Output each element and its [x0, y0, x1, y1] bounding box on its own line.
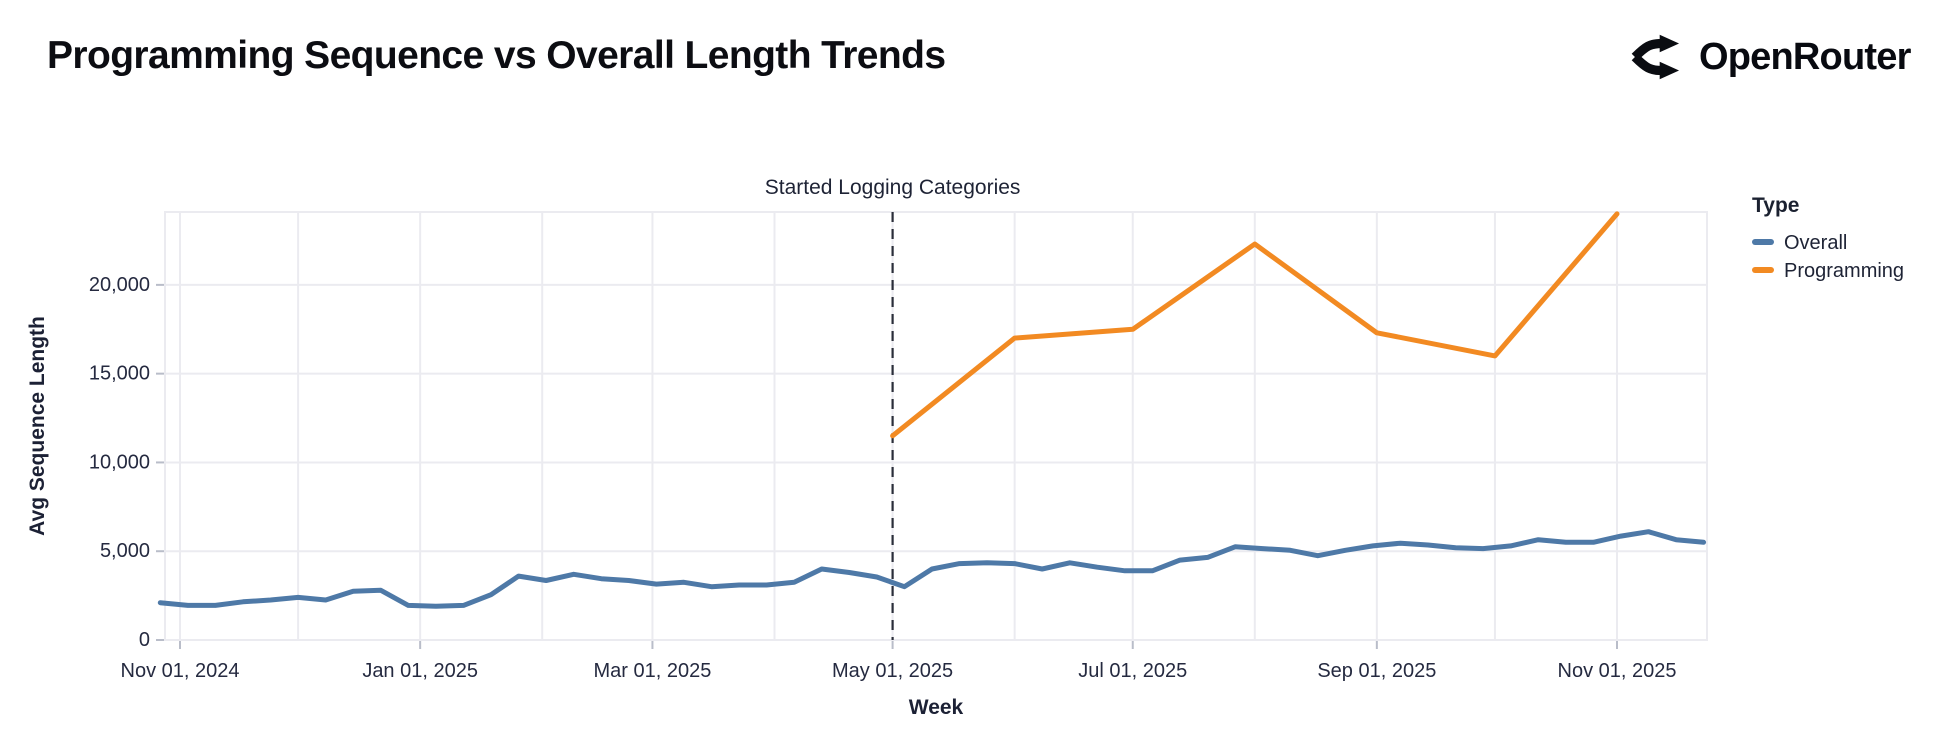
- y-tick-label: 15,000: [89, 363, 150, 385]
- x-tick-label: Jan 01, 2025: [362, 660, 478, 682]
- x-tick-label: Jul 01, 2025: [1078, 660, 1187, 682]
- x-tick-label: Nov 01, 2024: [121, 660, 240, 682]
- legend-label-programming: Programming: [1784, 260, 1904, 282]
- annotation-label: Started Logging Categories: [765, 176, 1021, 199]
- y-tick-label: 0: [139, 629, 150, 651]
- legend-title: Type: [1752, 194, 1799, 217]
- y-tick-label: 10,000: [89, 451, 150, 473]
- logo-text: OpenRouter: [1699, 35, 1911, 78]
- legend-swatch-programming: [1752, 267, 1774, 273]
- x-tick-label: May 01, 2025: [832, 660, 953, 682]
- y-tick-label: 20,000: [89, 274, 150, 296]
- x-axis-title: Week: [909, 696, 964, 719]
- y-axis-title: Avg Sequence Length: [26, 316, 49, 536]
- page-title: Programming Sequence vs Overall Length T…: [47, 34, 946, 77]
- x-tick-label: Mar 01, 2025: [594, 660, 712, 682]
- plot-border: [164, 211, 1708, 641]
- openrouter-logo: OpenRouter: [1630, 30, 1911, 84]
- x-tick-label: Nov 01, 2025: [1558, 660, 1677, 682]
- openrouter-fork-arrows-icon: [1631, 34, 1680, 80]
- y-tick-label: 5,000: [100, 540, 150, 562]
- legend-label-overall: Overall: [1784, 232, 1847, 254]
- x-tick-label: Sep 01, 2025: [1317, 660, 1436, 682]
- overall-line: [157, 529, 1707, 609]
- programming-line: [890, 211, 1620, 439]
- legend-swatch-overall: [1752, 239, 1774, 245]
